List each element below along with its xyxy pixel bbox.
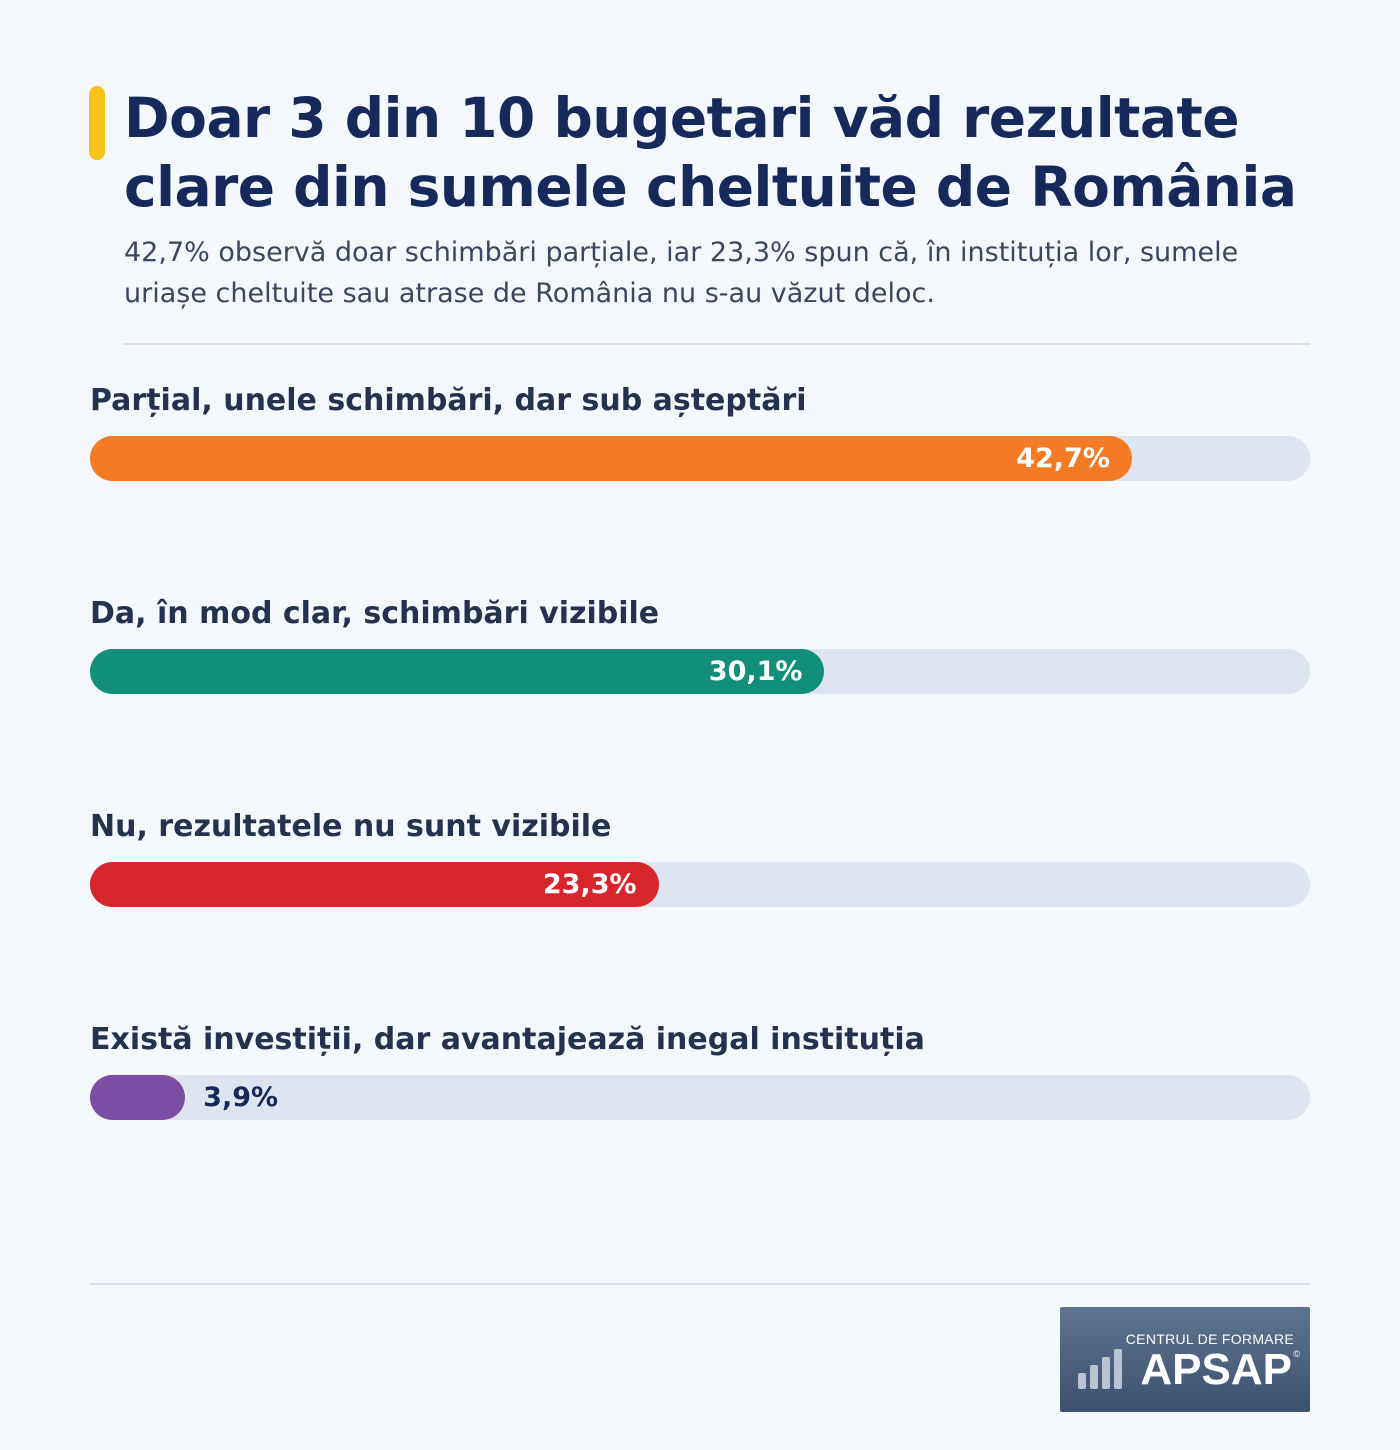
bar-fill bbox=[90, 436, 1132, 481]
bar-fill bbox=[90, 649, 825, 694]
bar-label: Parțial, unele schimbări, dar sub aștept… bbox=[90, 383, 807, 418]
bar-fill bbox=[90, 862, 659, 907]
logo-line-1: CENTRUL DE FORMARE bbox=[1125, 1331, 1294, 1347]
page-title: Doar 3 din 10 bugetari văd rezultate cla… bbox=[124, 86, 1297, 219]
footer-divider bbox=[90, 1283, 1310, 1285]
bar-fill bbox=[90, 1075, 186, 1120]
bar-label: Există investiții, dar avantajează inega… bbox=[90, 1022, 925, 1057]
apsap-logo: CENTRUL DE FORMARE APSAP © bbox=[1060, 1307, 1310, 1412]
bar-track: 23,3% bbox=[90, 862, 1310, 907]
bar-chart-icon bbox=[1078, 1349, 1122, 1389]
bar-value-label: 42,7% bbox=[1016, 443, 1110, 474]
bar-track: 30,1% bbox=[90, 649, 1310, 694]
bar-track: 42,7% bbox=[90, 436, 1310, 481]
bar-value-label: 3,9% bbox=[203, 1082, 279, 1113]
bar-value-label: 23,3% bbox=[542, 869, 637, 900]
logo-copyright-mark: © bbox=[1293, 1349, 1300, 1359]
bar-track: 3,9% bbox=[90, 1075, 1310, 1120]
bar-label: Da, în mod clar, schimbări vizibile bbox=[90, 596, 660, 631]
title-accent-bar bbox=[89, 86, 105, 160]
header-divider bbox=[124, 343, 1310, 345]
page-subtitle: 42,7% observă doar schimbări parțiale, i… bbox=[124, 237, 1239, 309]
logo-line-2: APSAP bbox=[1140, 1345, 1292, 1394]
bar-value-label: 30,1% bbox=[708, 656, 803, 687]
bar-label: Nu, rezultatele nu sunt vizibile bbox=[90, 809, 612, 844]
